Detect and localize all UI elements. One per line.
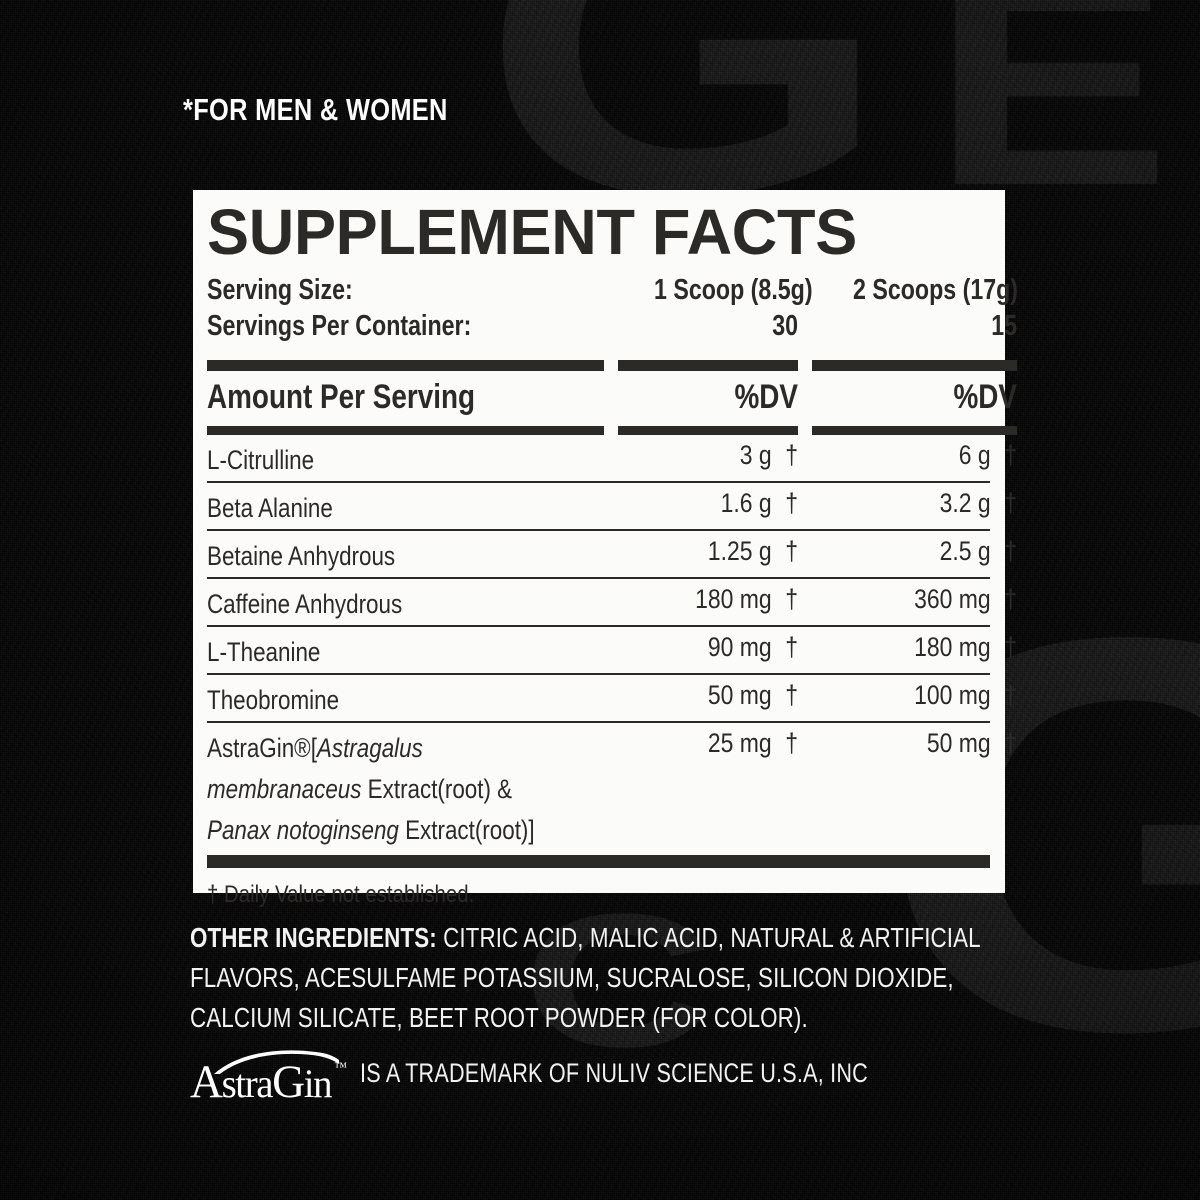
- serving-size-row: Serving Size: 1 Scoop (8.5g) 2 Scoops (1…: [207, 273, 1018, 308]
- serving-size-value-col2: 2 Scoops (17g): [853, 274, 1019, 307]
- ingredient-amount-col2: 100 mg †: [914, 680, 1017, 711]
- ingredient-amount-col2: 50 mg †: [926, 728, 1017, 759]
- ingredient-name: Caffeine Anhydrous: [207, 589, 403, 620]
- amount-per-serving-label: Amount Per Serving: [207, 378, 476, 417]
- astragin-logo: AstraGin ™: [190, 1050, 347, 1108]
- trademark-line: AstraGin ™ IS A TRADEMARK OF NULIV SCIEN…: [190, 1050, 995, 1108]
- daily-value-footnote: † Daily Value not established.: [207, 881, 475, 909]
- tagline: *FOR MEN & WOMEN: [183, 92, 448, 127]
- ingredient-amount-col1: 3 g †: [739, 440, 798, 471]
- rule-closing: [207, 855, 990, 869]
- servings-per-container-value-col2: 15: [991, 309, 1017, 342]
- other-ingredients-text: CITRIC ACID, MALIC ACID, NATURAL & ARTIF…: [190, 922, 980, 1033]
- servings-per-container-value-col1: 30: [772, 309, 798, 342]
- ingredient-name-astragin: AstraGin®[Astragalus membranaceus Extrac…: [207, 733, 535, 846]
- rule-below-header: [207, 426, 1017, 436]
- ingredient-amount-col1: 1.6 g †: [720, 488, 798, 519]
- ingredient-amount-col1: 50 mg †: [707, 680, 798, 711]
- table-row: Beta Alanine 1.6 g † 3.2 g †: [207, 481, 1017, 529]
- ingredient-amount-col1: 1.25 g †: [707, 536, 798, 567]
- trademark-symbol: ™: [334, 1059, 347, 1074]
- servings-per-container-label: Servings Per Container:: [207, 309, 472, 342]
- ingredient-name: Theobromine: [207, 685, 340, 716]
- table-row: Caffeine Anhydrous 180 mg † 360 mg †: [207, 577, 1017, 625]
- ingredient-name: Betaine Anhydrous: [207, 541, 396, 572]
- servings-per-container-row: Servings Per Container: 30 15: [207, 309, 1017, 344]
- ingredient-list: L-Citrulline 3 g † 6 g † Beta Alanine 1.6 …: [207, 435, 1017, 721]
- table-row: L-Theanine 90 mg † 180 mg †: [207, 625, 1017, 673]
- supplement-facts-panel: SUPPLEMENT FACTS Serving Size: 1 Scoop (…: [193, 190, 1018, 908]
- serving-size-label: Serving Size:: [207, 274, 353, 307]
- ingredient-amount-col2: 180 mg †: [914, 632, 1017, 663]
- other-ingredients-label: OTHER INGREDIENTS:: [190, 922, 437, 953]
- serving-size-value-col1: 1 Scoop (8.5g): [654, 274, 813, 307]
- ingredient-name: L-Citrulline: [207, 445, 315, 476]
- ingredient-amount-col1: 25 mg †: [707, 728, 798, 759]
- rule-above-header: [207, 360, 1017, 372]
- ingredient-amount-col1: 180 mg †: [695, 584, 798, 615]
- ingredient-amount-col1: 90 mg †: [707, 632, 798, 663]
- dv-header-col2: %DV: [953, 378, 1017, 417]
- ingredient-amount-col2: 6 g †: [958, 440, 1017, 471]
- trademark-text: IS A TRADEMARK OF NULIV SCIENCE U.S.A, I…: [360, 1057, 868, 1088]
- dv-header-col1: %DV: [734, 378, 798, 417]
- amount-per-serving-header-row: Amount Per Serving %DV %DV: [207, 378, 1017, 417]
- table-row: Betaine Anhydrous 1.25 g † 2.5 g †: [207, 529, 1017, 577]
- panel-title: SUPPLEMENT FACTS: [207, 196, 857, 268]
- astragin-wordmark: AstraGin: [190, 1056, 333, 1108]
- ingredient-amount-col2: 3.2 g †: [939, 488, 1017, 519]
- ingredient-amount-col2: 2.5 g †: [939, 536, 1017, 567]
- table-row: Theobromine 50 mg † 100 mg †: [207, 673, 1017, 721]
- ingredient-name: L-Theanine: [207, 637, 321, 668]
- other-ingredients-block: OTHER INGREDIENTS: CITRIC ACID, MALIC AC…: [190, 918, 990, 1037]
- ingredient-amount-col2: 360 mg †: [914, 584, 1017, 615]
- table-row-astragin: AstraGin®[Astragalus membranaceus Extrac…: [207, 721, 1017, 851]
- ingredient-name: Beta Alanine: [207, 493, 333, 524]
- table-row: L-Citrulline 3 g † 6 g †: [207, 435, 1017, 481]
